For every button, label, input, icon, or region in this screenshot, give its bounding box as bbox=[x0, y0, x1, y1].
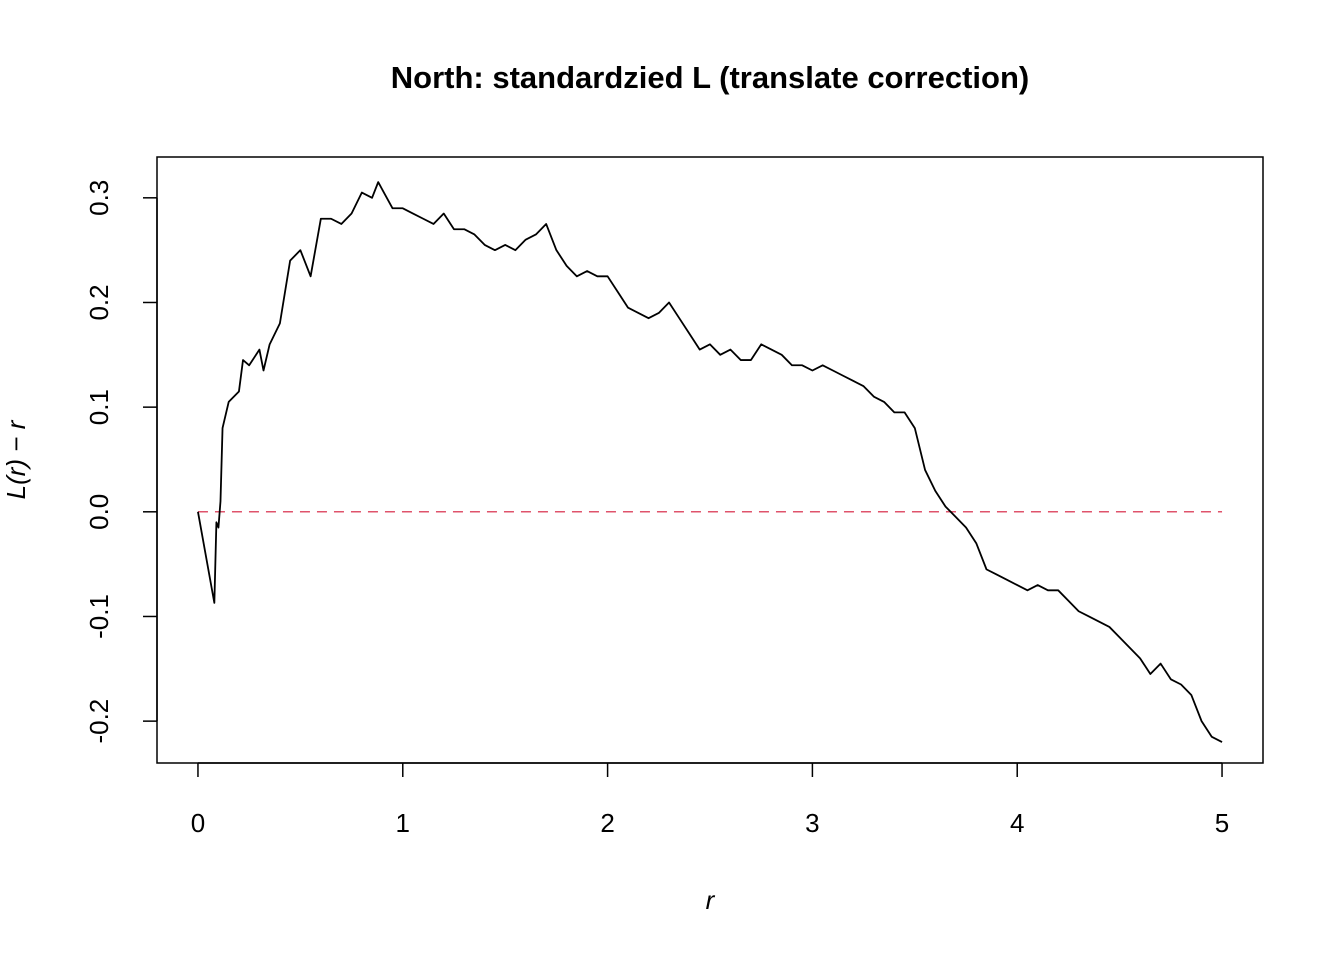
x-tick-label: 4 bbox=[1010, 808, 1024, 838]
y-tick-label: 0.0 bbox=[84, 494, 114, 530]
y-axis-label: L(r) − r bbox=[1, 419, 31, 499]
y-tick-label: -0.1 bbox=[84, 594, 114, 639]
data-line bbox=[197, 181, 1223, 743]
x-tick-label: 1 bbox=[396, 808, 410, 838]
x-tick-label: 3 bbox=[805, 808, 819, 838]
x-tick-label: 5 bbox=[1215, 808, 1229, 838]
y-tick-label: 0.3 bbox=[84, 180, 114, 216]
y-tick-label: -0.2 bbox=[84, 699, 114, 744]
y-tick-label: 0.1 bbox=[84, 389, 114, 425]
chart-title: North: standardzied L (translate correct… bbox=[391, 60, 1029, 95]
y-tick-label: 0.2 bbox=[84, 284, 114, 320]
x-tick-label: 2 bbox=[600, 808, 614, 838]
x-tick-label: 0 bbox=[191, 808, 205, 838]
x-axis-label: r bbox=[706, 885, 716, 915]
